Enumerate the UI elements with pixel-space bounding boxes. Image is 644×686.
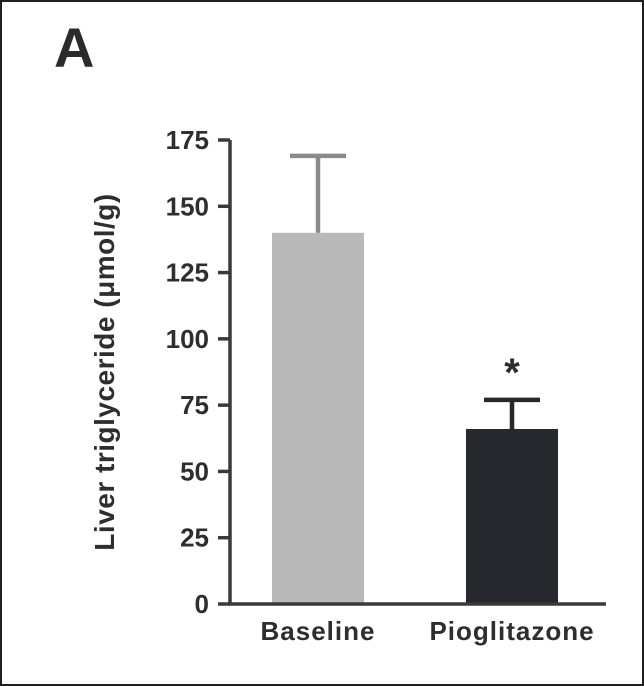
- y-tick-label: 125: [166, 258, 209, 288]
- y-tick-label: 100: [166, 324, 209, 354]
- x-category-label: Pioglitazone: [429, 616, 594, 646]
- y-tick-label: 75: [180, 390, 209, 420]
- bar-baseline: [272, 232, 364, 605]
- bar-pioglitazone: [466, 429, 558, 604]
- panel-label: A: [54, 16, 96, 79]
- y-tick-label: 0: [195, 589, 209, 619]
- y-tick-label: 175: [166, 125, 209, 155]
- significance-asterisk: *: [504, 351, 520, 395]
- y-tick-label: 25: [180, 523, 209, 553]
- y-tick-label: 150: [166, 191, 209, 221]
- y-axis-title: Liver triglyceride (μmol/g): [89, 193, 120, 550]
- x-category-label: Baseline: [261, 616, 376, 646]
- y-tick-label: 50: [180, 456, 209, 486]
